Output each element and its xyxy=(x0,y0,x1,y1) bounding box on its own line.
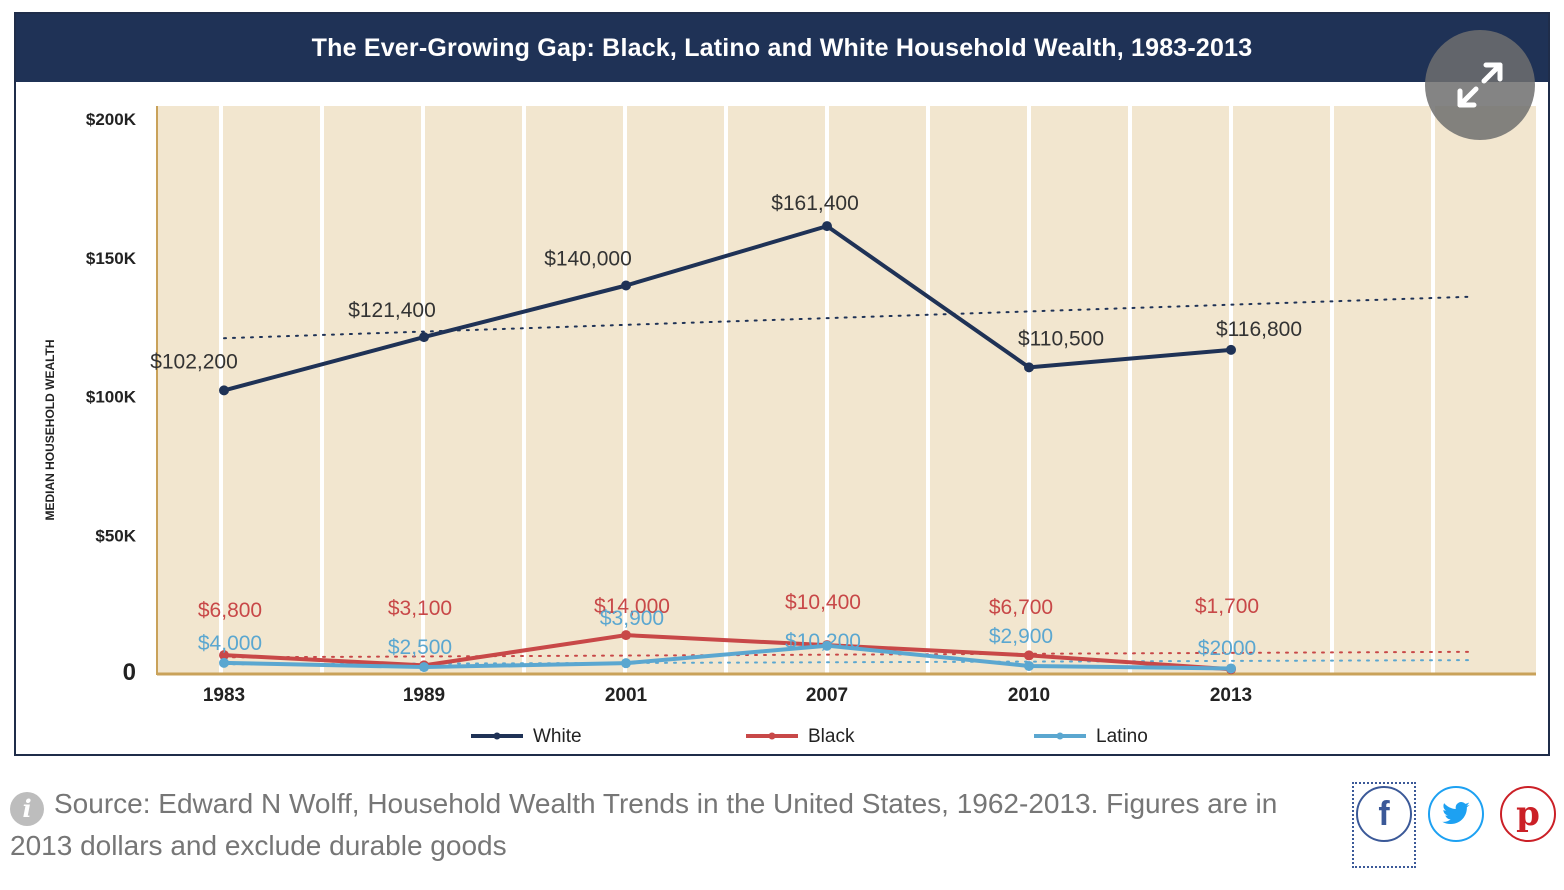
data-label-black: $6,800 xyxy=(198,599,262,622)
series-line-black xyxy=(223,633,1232,672)
data-label-latino: $2000 xyxy=(1198,637,1256,660)
facebook-focus-ring xyxy=(1352,782,1416,868)
legend-label-latino: Latino xyxy=(1096,726,1148,747)
x-tick-label: 2001 xyxy=(605,685,648,706)
caption-text: Source: Edward N Wolff, Household Wealth… xyxy=(10,788,1278,861)
expand-button[interactable] xyxy=(1425,30,1535,140)
data-label-latino: $2,500 xyxy=(388,636,452,659)
data-label-latino: $3,900 xyxy=(600,607,664,630)
expand-icon xyxy=(1457,62,1503,108)
data-label-white: $102,200 xyxy=(150,350,238,373)
x-tick-label: 1983 xyxy=(203,685,245,706)
data-label-latino: $2,900 xyxy=(989,625,1053,648)
data-point-black xyxy=(219,650,229,661)
trend-line-white xyxy=(223,295,1475,340)
data-label-black: $1,700 xyxy=(1195,595,1259,618)
twitter-icon xyxy=(1442,802,1470,825)
x-tick-label: 2013 xyxy=(1210,685,1252,706)
data-label-white: $161,400 xyxy=(771,192,859,215)
series-line-white xyxy=(223,224,1232,393)
data-point-black xyxy=(1024,650,1034,661)
data-label-black: $3,100 xyxy=(388,597,452,620)
legend-label-white: White xyxy=(533,726,582,747)
x-tick-label: 2010 xyxy=(1008,685,1050,706)
y-tick-label: $100K xyxy=(86,388,137,407)
trend-line-black xyxy=(223,650,1475,659)
data-label-white: $116,800 xyxy=(1216,318,1302,341)
share-pinterest-button[interactable]: p xyxy=(1500,786,1556,842)
x-tick-label: 1989 xyxy=(403,685,445,706)
y-tick-label: $150K xyxy=(86,249,137,268)
y-tick-label: $200K xyxy=(86,110,137,129)
share-twitter-button[interactable] xyxy=(1428,786,1484,842)
chart-title: The Ever-Growing Gap: Black, Latino and … xyxy=(16,14,1548,82)
x-tick-label: 2007 xyxy=(806,685,848,706)
legend-marker-white xyxy=(493,732,501,740)
figure-caption: i Source: Edward N Wolff, Household Wealt… xyxy=(10,784,1300,866)
share-facebook-button[interactable]: f xyxy=(1356,786,1412,842)
legend-marker-black xyxy=(768,732,776,740)
data-label-white: $121,400 xyxy=(348,299,436,322)
data-point-white xyxy=(621,280,631,291)
data-label-black: $14,000 xyxy=(594,595,670,618)
legend-marker-latino xyxy=(1056,732,1064,740)
data-label-white: $110,500 xyxy=(1018,327,1104,350)
data-point-white xyxy=(419,332,429,343)
plot-background xyxy=(157,106,1536,674)
data-point-latino xyxy=(219,657,229,668)
data-point-latino xyxy=(822,640,832,651)
data-point-white xyxy=(822,221,832,232)
chart-svg: 0 $50K $100K $150K $200K MEDIAN HOUSEHOLD WEA… xyxy=(43,106,1536,747)
data-point-white xyxy=(1024,362,1034,373)
data-label-black: $10,400 xyxy=(785,591,861,614)
data-label-black: $6,700 xyxy=(989,596,1053,619)
legend-label-black: Black xyxy=(808,726,855,747)
data-label-latino: $4,000 xyxy=(198,632,262,655)
y-tick-label: 0 xyxy=(123,659,136,686)
chart-frame: 0 $50K $100K $150K $200K MEDIAN HOUSEHOLD WEA… xyxy=(14,12,1550,756)
data-point-latino xyxy=(419,662,429,673)
y-tick-label: $50K xyxy=(95,526,136,545)
info-icon: i xyxy=(10,792,44,826)
data-point-latino xyxy=(1226,663,1236,674)
data-point-white xyxy=(1226,344,1236,355)
series-line-latino xyxy=(223,643,1232,671)
data-point-black xyxy=(621,630,631,641)
data-label-latino: $10,200 xyxy=(785,630,861,653)
data-point-latino xyxy=(621,658,631,669)
facebook-icon: f xyxy=(1378,794,1390,833)
data-point-latino xyxy=(1024,660,1034,671)
y-axis-label: MEDIAN HOUSEHOLD WEALTH xyxy=(43,339,57,520)
data-label-white: $140,000 xyxy=(544,248,632,271)
pinterest-icon: p xyxy=(1516,794,1540,834)
data-point-white xyxy=(219,385,229,396)
